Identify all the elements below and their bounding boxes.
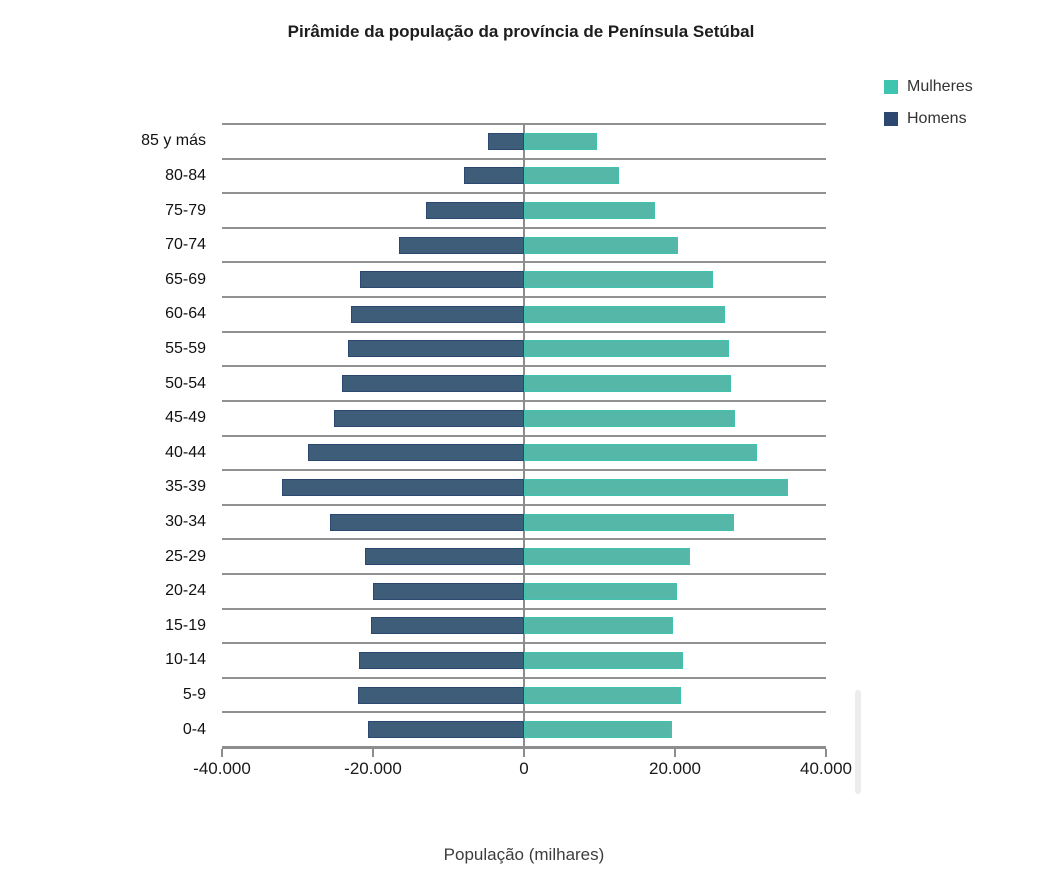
- y-axis-label: 15-19: [165, 616, 206, 634]
- x-axis-tick-label: 0: [519, 759, 529, 778]
- bar-mulheres[interactable]: [524, 375, 731, 393]
- x-axis-tick-label: 40.000: [800, 759, 852, 778]
- y-axis-label: 35-39: [165, 478, 206, 496]
- bar-homens[interactable]: [425, 202, 524, 220]
- bar-homens[interactable]: [348, 340, 524, 358]
- bar-mulheres[interactable]: [524, 686, 682, 704]
- scrollbar[interactable]: [855, 690, 861, 794]
- bar-mulheres[interactable]: [524, 721, 672, 739]
- y-axis-label: 50-54: [165, 374, 206, 392]
- x-axis-tick: [221, 749, 223, 757]
- bar-mulheres[interactable]: [524, 548, 691, 566]
- bar-homens[interactable]: [398, 236, 524, 254]
- bar-homens[interactable]: [357, 686, 524, 704]
- legend-item-homens[interactable]: Homens: [884, 110, 973, 128]
- legend-item-mulheres[interactable]: Mulheres: [884, 78, 973, 96]
- legend-label-homens: Homens: [907, 110, 967, 127]
- bar-homens[interactable]: [365, 548, 524, 566]
- zero-axis-line: [523, 124, 525, 756]
- bar-mulheres[interactable]: [524, 167, 620, 185]
- bar-homens[interactable]: [360, 271, 524, 289]
- bar-mulheres[interactable]: [524, 478, 789, 496]
- y-axis-label: 85 y más: [141, 132, 206, 150]
- bar-homens[interactable]: [371, 617, 524, 635]
- bar-mulheres[interactable]: [524, 513, 734, 531]
- x-axis-tick: [674, 749, 676, 757]
- x-axis-tick: [372, 749, 374, 757]
- bar-mulheres[interactable]: [524, 132, 598, 150]
- y-axis-label: 45-49: [165, 409, 206, 427]
- bar-mulheres[interactable]: [524, 236, 679, 254]
- y-axis-label: 0-4: [182, 720, 206, 738]
- y-axis-label: 65-69: [165, 270, 206, 288]
- x-axis-title: População (milhares): [443, 845, 605, 864]
- x-axis-tick: [825, 749, 827, 757]
- bar-mulheres[interactable]: [524, 305, 725, 323]
- bar-mulheres[interactable]: [524, 340, 730, 358]
- bar-homens[interactable]: [334, 409, 524, 427]
- bar-homens[interactable]: [329, 513, 524, 531]
- x-axis-tick: [523, 749, 525, 757]
- bar-homens[interactable]: [358, 651, 524, 669]
- bar-mulheres[interactable]: [524, 409, 736, 427]
- y-axis-label: 55-59: [165, 339, 206, 357]
- bar-mulheres[interactable]: [524, 202, 655, 220]
- mulheres-swatch-icon: [884, 80, 898, 94]
- homens-swatch-icon: [884, 112, 898, 126]
- x-axis-tick-label: -40.000: [193, 759, 251, 778]
- bar-homens[interactable]: [373, 582, 524, 600]
- y-axis-label: 30-34: [165, 513, 206, 531]
- bar-homens[interactable]: [487, 132, 524, 150]
- bar-mulheres[interactable]: [524, 617, 674, 635]
- legend-label-mulheres: Mulheres: [907, 78, 973, 95]
- bar-mulheres[interactable]: [524, 582, 677, 600]
- bar-homens[interactable]: [463, 167, 524, 185]
- x-axis-tick-label: -20.000: [344, 759, 402, 778]
- bar-mulheres[interactable]: [524, 651, 684, 669]
- y-axis-label: 75-79: [165, 201, 206, 219]
- bar-homens[interactable]: [281, 478, 524, 496]
- y-axis-label: 25-29: [165, 547, 206, 565]
- y-axis-label: 10-14: [165, 651, 206, 669]
- y-axis-label: 5-9: [182, 686, 206, 704]
- bar-mulheres[interactable]: [524, 444, 758, 462]
- y-axis-label: 40-44: [165, 443, 206, 461]
- bar-homens[interactable]: [308, 444, 524, 462]
- bar-mulheres[interactable]: [524, 271, 713, 289]
- y-axis-label: 20-24: [165, 582, 206, 600]
- y-axis-label: 60-64: [165, 305, 206, 323]
- legend: Mulheres Homens: [884, 78, 973, 142]
- bar-homens[interactable]: [342, 375, 524, 393]
- bar-homens[interactable]: [351, 305, 524, 323]
- x-axis-line: [222, 746, 826, 749]
- y-axis-label: 70-74: [165, 236, 206, 254]
- bar-homens[interactable]: [368, 721, 524, 739]
- x-axis-tick-label: 20.000: [649, 759, 701, 778]
- y-axis-label: 80-84: [165, 166, 206, 184]
- chart-title: Pirâmide da população da província de Pe…: [287, 22, 755, 41]
